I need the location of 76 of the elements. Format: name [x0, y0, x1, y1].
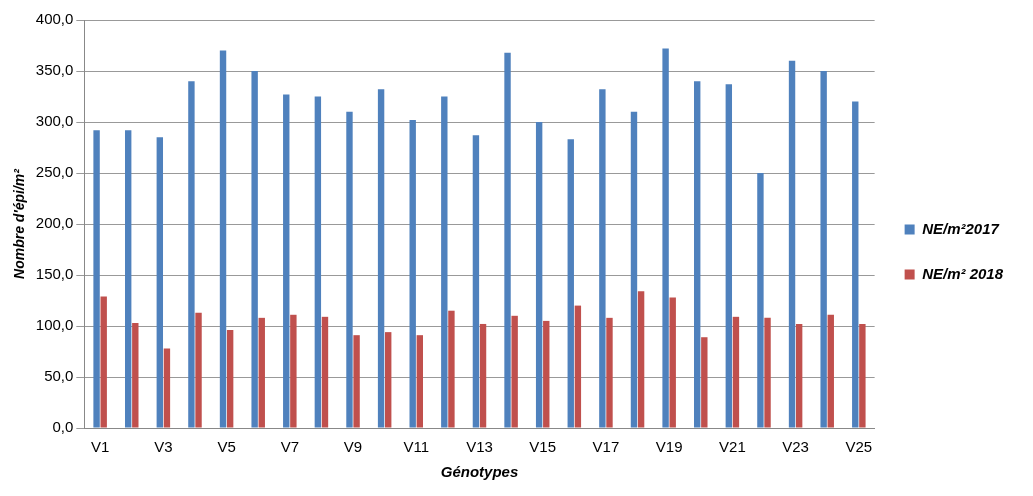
bar: [156, 137, 164, 428]
bar: [725, 84, 733, 428]
bar: [630, 111, 638, 428]
x-axis-title: Génotypes: [440, 463, 519, 481]
bar: [852, 101, 859, 428]
bar: [662, 48, 669, 428]
bar: [479, 323, 487, 428]
bar: [820, 71, 827, 428]
bar: [606, 317, 613, 428]
y-tick-label: 350,0: [35, 61, 74, 79]
bar: [409, 119, 416, 428]
x-tick-label: V25: [845, 438, 873, 456]
y-axis-title: Nombre d'épi/m²: [11, 168, 28, 279]
bar: [732, 316, 740, 428]
x-tick-label: V19: [655, 438, 683, 456]
bar: [694, 81, 701, 428]
bar: [764, 317, 771, 428]
legend-label: NE/m²2017: [922, 219, 1000, 237]
bar: [795, 323, 803, 428]
bar: [441, 96, 448, 428]
bar: [226, 330, 234, 428]
bar: [93, 130, 100, 428]
bar: [377, 89, 385, 428]
x-tick-label: V21: [719, 438, 746, 456]
y-tick-label: 400,0: [35, 10, 74, 28]
x-tick-label: V5: [217, 438, 236, 456]
bar: [859, 323, 866, 428]
bar: [472, 135, 480, 428]
bar: [100, 296, 107, 428]
bar: [543, 320, 550, 428]
bar: [567, 139, 574, 428]
bar: [385, 332, 392, 428]
x-tick-label: V15: [529, 438, 557, 456]
bar: [416, 335, 424, 428]
bar: [346, 111, 353, 428]
x-tick-label: V13: [466, 438, 493, 456]
y-tick-label: 300,0: [35, 112, 74, 130]
x-tick-label: V17: [592, 438, 620, 456]
bar: [535, 122, 543, 428]
x-tick-label: V3: [154, 438, 173, 456]
x-tick-label: V9: [343, 438, 363, 456]
bar: [599, 89, 606, 428]
bar: [283, 94, 290, 428]
bar: [188, 81, 195, 428]
bar: [258, 317, 265, 428]
bar: [448, 310, 455, 428]
legend-label: NE/m² 2018: [922, 264, 1004, 282]
y-tick-label: 250,0: [35, 163, 74, 181]
bar: [757, 173, 764, 428]
y-tick-label: 50,0: [44, 367, 74, 385]
bar: [669, 297, 676, 428]
bar: [511, 315, 518, 428]
bar: [251, 71, 258, 428]
bar: [574, 305, 582, 428]
bar: [504, 52, 511, 428]
bar: [314, 96, 322, 428]
x-tick-label: V23: [782, 438, 809, 456]
bar: [163, 348, 171, 428]
x-tick-label: V11: [403, 438, 430, 456]
bar: [219, 50, 227, 428]
bar: [290, 314, 297, 428]
x-tick-label: V7: [280, 438, 299, 456]
y-tick-label: 100,0: [35, 316, 74, 334]
bar: [827, 314, 834, 428]
bar: [321, 316, 329, 428]
bar: [637, 291, 645, 428]
bar: [132, 322, 139, 428]
bar: [788, 60, 796, 428]
bar: [701, 337, 708, 428]
y-tick-label: 0,0: [52, 418, 74, 436]
bar: [125, 130, 132, 428]
y-tick-label: 200,0: [35, 214, 74, 232]
x-tick-label: V1: [90, 438, 110, 456]
y-tick-label: 150,0: [35, 265, 74, 283]
bar: [353, 335, 360, 428]
bar: [195, 312, 202, 428]
